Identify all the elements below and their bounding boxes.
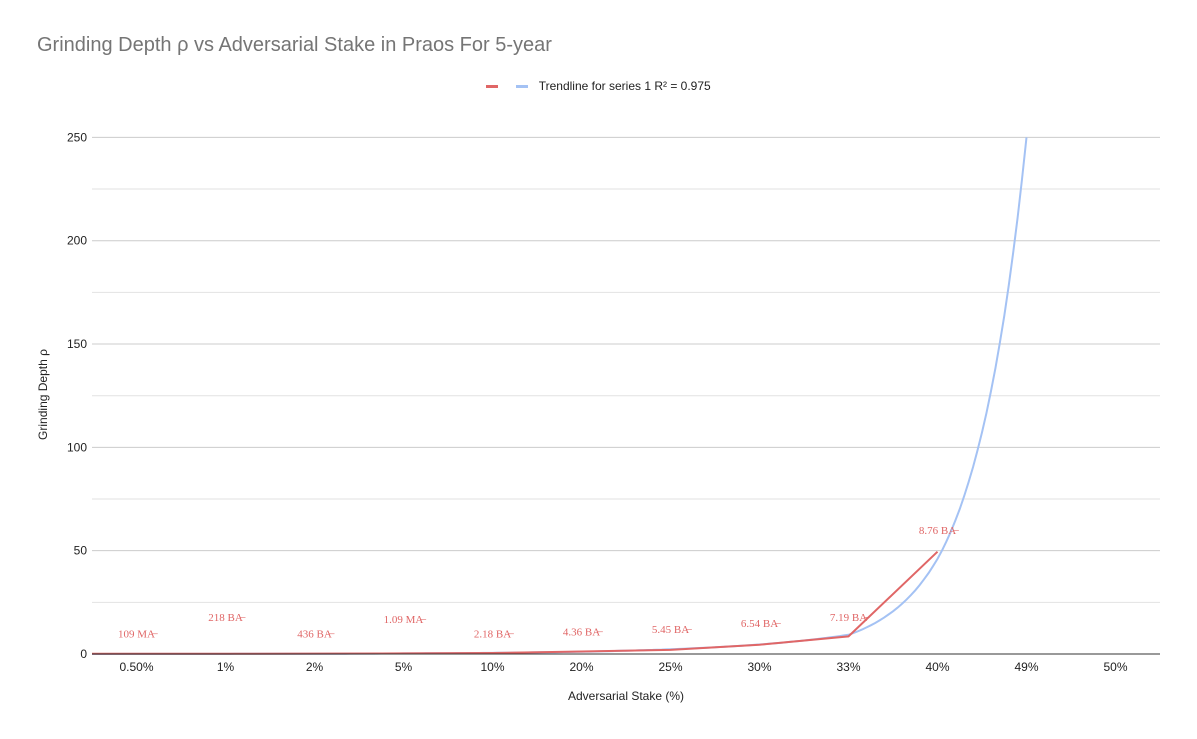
data-label: 5.45 BA̶: [652, 624, 692, 636]
y-tick-label: 150: [67, 337, 87, 351]
data-label: 109 MA̶: [118, 628, 158, 640]
x-tick-label: 25%: [658, 660, 682, 674]
data-label: 436 BA̶: [297, 628, 335, 640]
x-tick-label: 20%: [569, 660, 593, 674]
y-tick-label: 250: [67, 130, 87, 144]
x-tick-label: 30%: [747, 660, 771, 674]
x-tick-label: 49%: [1014, 660, 1038, 674]
data-label: 4.36 BA̶: [563, 626, 603, 638]
y-tick-label: 200: [67, 234, 87, 248]
y-axis-ticks: 0 50 100 150 200 250: [67, 130, 87, 661]
x-tick-label: 50%: [1103, 660, 1127, 674]
y-tick-label: 50: [74, 544, 88, 558]
x-tick-label: 2%: [306, 660, 324, 674]
data-label: 2.18 BA̶: [474, 628, 514, 640]
x-axis-label: Adversarial Stake (%): [568, 689, 684, 703]
trendline-swatch: [515, 85, 528, 89]
chart-legend: Trendline for series 1 R² = 0.975: [0, 79, 1197, 93]
chart-title: Grinding Depth ρ vs Adversarial Stake in…: [37, 34, 552, 56]
gridlines: [92, 136, 1160, 603]
x-tick-label: 1%: [217, 660, 235, 674]
data-label: 6.54 BA̶: [741, 618, 781, 630]
x-tick-label: 0.50%: [119, 660, 153, 674]
data-labels-layer: 109 MA̶ 218 BA̶ 436 BA̶ 1.09 MA̶ 2.18 BA̶ 4.3…: [118, 525, 959, 640]
data-label: 1.09 MA̶: [384, 614, 427, 626]
data-label: 7.19 BA̶: [830, 612, 870, 624]
y-tick-label: 0: [80, 647, 87, 661]
x-tick-label: 33%: [836, 660, 860, 674]
series-1-swatch: [486, 85, 499, 89]
y-tick-label: 100: [67, 440, 87, 454]
x-tick-label: 40%: [925, 660, 949, 674]
x-axis-ticks: 0.50% 1% 2% 5% 10% 20% 25% 30% 33% 40% 49% 50%: [119, 660, 1127, 674]
x-tick-label: 5%: [395, 660, 413, 674]
y-axis-label: Grinding Depth ρ: [36, 349, 50, 440]
data-label: 218 BA̶: [208, 612, 246, 624]
data-label: 8.76 BA̶: [919, 525, 959, 537]
x-tick-label: 10%: [480, 660, 504, 674]
trendline-legend-label: Trendline for series 1 R² = 0.975: [538, 79, 711, 93]
